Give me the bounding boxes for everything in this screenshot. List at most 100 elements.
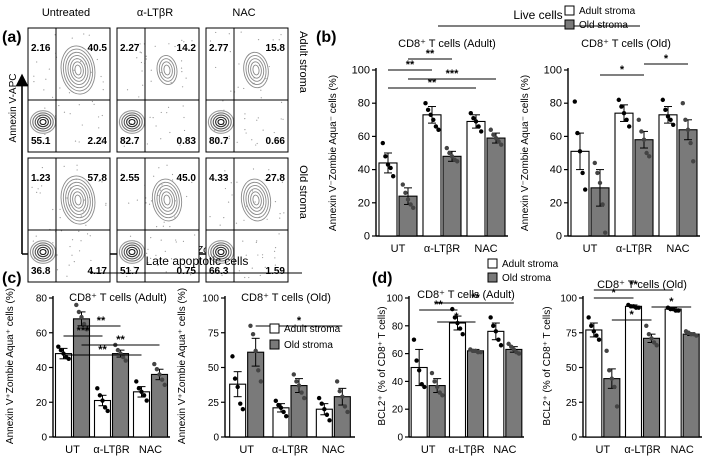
y-tick-label: 100: [544, 65, 562, 77]
flow-event-dot: [183, 129, 186, 132]
data-point: [414, 358, 419, 363]
data-point: [97, 393, 103, 398]
flow-event-dot: [262, 129, 264, 131]
flow-event-dot: [221, 274, 223, 276]
data-point: [120, 354, 126, 360]
flow-event-dot: [123, 145, 125, 147]
data-point: [440, 393, 445, 398]
data-point: [405, 197, 411, 202]
flow-contour: [74, 64, 82, 76]
flow-event-dot: [273, 250, 276, 252]
flow-event-dot: [231, 194, 233, 196]
flow-event-dot: [174, 45, 176, 48]
flow-event-dot: [262, 256, 264, 259]
flow-event-dot: [171, 179, 174, 181]
flow-event-dot: [183, 116, 185, 119]
data-point: [595, 170, 600, 176]
y-tick-label: 60: [358, 131, 370, 143]
bar: [585, 329, 603, 438]
data-point: [235, 384, 240, 390]
flow-event-dot: [76, 169, 78, 171]
bar: [634, 139, 654, 237]
flow-event-dot: [45, 78, 47, 80]
flow-event-dot: [183, 41, 185, 43]
legend-swatch: [564, 5, 575, 16]
bar: [505, 348, 523, 438]
data-point: [449, 154, 455, 159]
flow-event-dot: [36, 61, 38, 63]
panel-c-letter: (c): [2, 270, 22, 287]
flow-event-dot: [98, 127, 100, 129]
data-point: [641, 137, 647, 142]
legend-label: Adult stroma: [284, 324, 341, 335]
y-tick-label: 60: [392, 349, 404, 360]
data-point: [56, 344, 61, 349]
flow-event-dot: [167, 106, 170, 108]
flow-contour: [32, 112, 54, 132]
data-point: [433, 124, 439, 129]
flow-event-dot: [93, 103, 95, 106]
flow-event-dot: [283, 212, 285, 214]
flow-event-dot: [150, 237, 152, 239]
flow-event-dot: [44, 133, 46, 135]
flow-event-dot: [160, 138, 162, 140]
flow-contour: [121, 242, 143, 262]
data-point: [434, 384, 440, 390]
flow-event-dot: [56, 254, 58, 256]
flow-event-dot: [218, 45, 220, 47]
y-tick-label: 100: [352, 65, 370, 77]
flow-contour: [161, 191, 173, 209]
flow-contour: [126, 116, 138, 128]
flow-event-dot: [191, 40, 193, 42]
flow-event-dot: [101, 181, 103, 183]
flow-contour: [156, 185, 178, 215]
flow-contour: [243, 181, 269, 219]
flow-event-dot: [235, 222, 238, 224]
flow-contour: [34, 114, 52, 130]
flow-event-dot: [68, 92, 71, 94]
chart-legend: Adult stroma Old stroma: [269, 323, 341, 351]
flow-event-dot: [66, 197, 68, 199]
flow-event-dot: [43, 89, 45, 91]
data-point: [84, 327, 89, 332]
data-point: [600, 202, 605, 207]
flow-event-dot: [36, 141, 38, 143]
data-point: [95, 386, 100, 391]
data-point: [403, 190, 408, 196]
col-label-untreated: Untreated: [42, 7, 90, 19]
flow-event-dot: [149, 116, 151, 118]
x-tick-label: α-LTβR: [93, 444, 129, 456]
flow-event-dot: [73, 261, 75, 263]
panel-b-group-title: Live cells: [513, 8, 562, 22]
flow-event-dot: [80, 215, 82, 217]
panel-a: (a) Untreated α-LTβR NAC Adult stroma Ol…: [2, 7, 309, 283]
quadrant-percentage: 1.23: [31, 173, 51, 184]
flow-event-dot: [44, 107, 46, 109]
flow-event-dot: [166, 112, 168, 114]
data-point: [616, 97, 621, 103]
quadrant-percentage: 57.8: [88, 173, 108, 184]
flow-event-dot: [238, 63, 240, 65]
x-tick-label: UT: [583, 243, 598, 255]
x-tick-label: UT: [595, 444, 610, 456]
data-point: [428, 112, 433, 118]
flow-contour: [252, 194, 260, 206]
data-point: [647, 154, 652, 159]
quadrant-percentage: 51.7: [120, 266, 140, 277]
bar: [290, 385, 308, 438]
flow-event-dot: [39, 192, 41, 194]
data-point: [663, 107, 668, 113]
flow-event-dot: [169, 131, 171, 134]
flow-event-dot: [155, 125, 157, 127]
flow-event-dot: [97, 116, 100, 118]
flow-event-dot: [56, 269, 59, 271]
flow-event-dot: [228, 135, 230, 137]
flow-contour: [158, 188, 176, 212]
x-tick-label: NAC: [671, 444, 694, 456]
flow-event-dot: [169, 226, 171, 228]
bar: [614, 112, 634, 237]
data-point: [276, 402, 281, 408]
flow-event-dot: [182, 240, 185, 242]
flow-event-dot: [74, 140, 77, 142]
data-point: [646, 331, 652, 337]
